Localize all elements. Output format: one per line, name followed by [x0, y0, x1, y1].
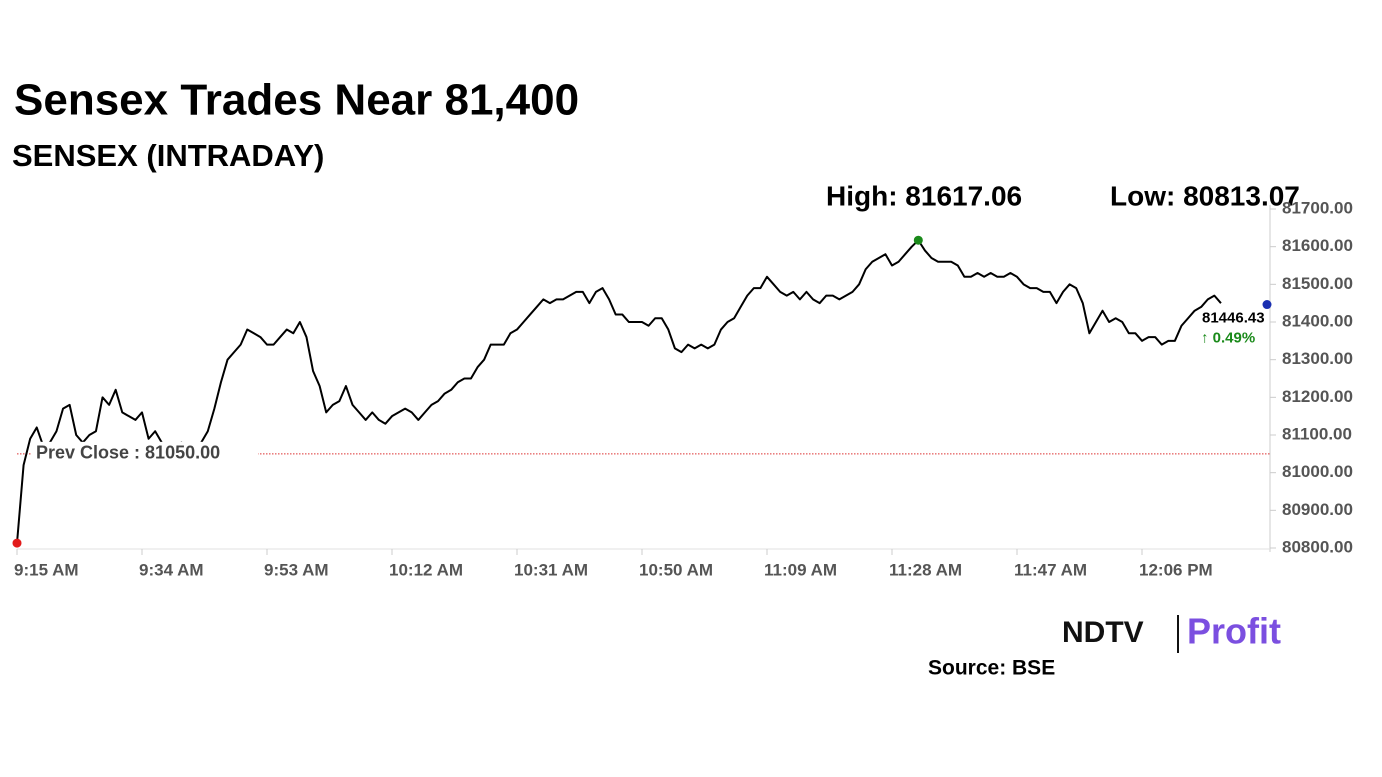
y-tick-label: 81400.00	[1282, 311, 1353, 330]
x-tick-label: 9:34 AM	[139, 560, 204, 579]
x-tick-label: 12:06 PM	[1139, 560, 1213, 579]
y-tick-label: 81100.00	[1282, 424, 1352, 443]
change-label: ↑ 0.49%	[1201, 329, 1255, 346]
y-tick-label: 81200.00	[1282, 387, 1353, 406]
low-label: Low: 80813.07	[1110, 180, 1300, 211]
prev-close-label: Prev Close : 81050.00	[36, 443, 220, 463]
last-marker	[1262, 300, 1272, 310]
y-tick-label: 81300.00	[1282, 349, 1353, 368]
source: Source: BSE	[928, 657, 1055, 680]
x-tick-label: 10:50 AM	[639, 560, 713, 579]
low-marker	[12, 538, 22, 548]
x-tick-label: 10:31 AM	[514, 560, 588, 579]
y-tick-label: 81700.00	[1282, 198, 1353, 217]
x-tick-label: 11:28 AM	[889, 560, 962, 579]
y-tick-label: 80900.00	[1282, 500, 1353, 519]
y-tick-label: 81500.00	[1282, 274, 1353, 293]
chart-subtitle: SENSEX (INTRADAY)	[12, 138, 324, 173]
high-marker	[913, 235, 923, 245]
logo-ndtv: NDTV	[1062, 616, 1144, 649]
x-tick-label: 11:09 AM	[764, 560, 837, 579]
prev-close-label-bg	[32, 441, 258, 464]
x-tick-label: 10:12 AM	[389, 560, 463, 579]
logo-profit: Profit	[1187, 611, 1281, 652]
y-tick-label: 81000.00	[1282, 462, 1353, 481]
high-label: High: 81617.06	[826, 180, 1022, 211]
x-tick-label: 11:47 AM	[1014, 560, 1087, 579]
last-value-label: 81446.43	[1202, 309, 1265, 326]
x-tick-label: 9:53 AM	[264, 560, 329, 579]
y-tick-label: 81600.00	[1282, 236, 1353, 255]
y-tick-label: 80800.00	[1282, 537, 1353, 556]
chart-title: Sensex Trades Near 81,400	[14, 76, 579, 125]
x-tick-label: 9:15 AM	[14, 560, 79, 579]
